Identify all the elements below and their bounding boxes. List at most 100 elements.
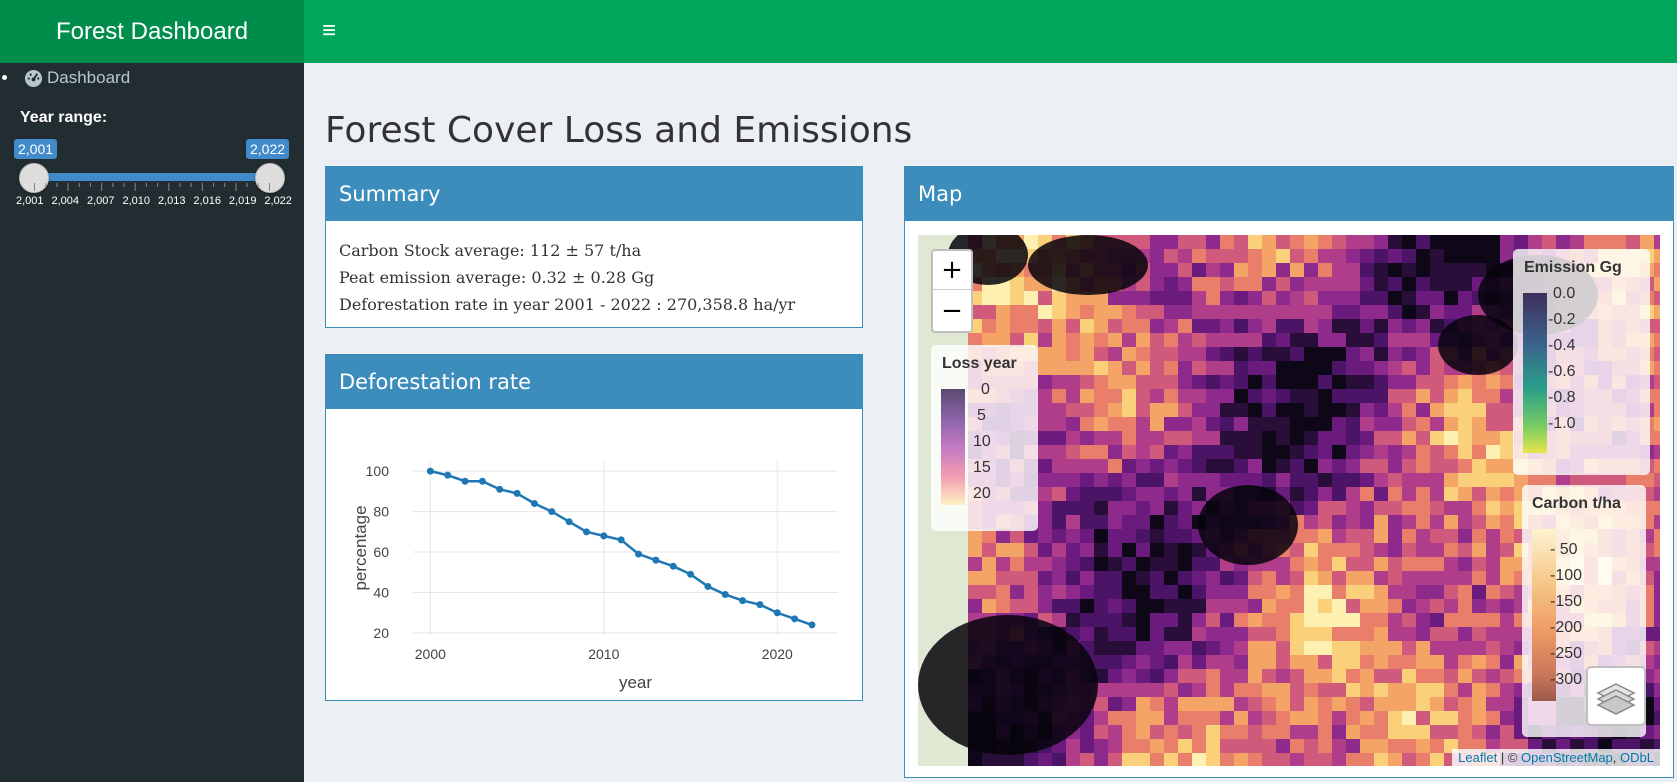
slider-tick-label: 2,004	[51, 195, 80, 207]
layers-control[interactable]	[1586, 666, 1646, 726]
carbon-tick: -200	[1550, 619, 1583, 636]
map-box: Map + − Loss year 0	[904, 166, 1674, 778]
data-point[interactable]	[565, 518, 573, 526]
summary-box: Summary Carbon Stock average: 112 ± 57 t…	[325, 166, 863, 328]
year-range-slider[interactable]: 2,001 2,022 2,001 2,004 2,007 2,010 2,013 2,0…	[14, 139, 292, 209]
slider-tick-label: 2,022	[264, 195, 292, 207]
carbon-tick: - 50	[1550, 541, 1578, 558]
carbon-colorbar	[1532, 529, 1556, 701]
y-tick-label: 60	[373, 544, 389, 560]
osm-link[interactable]: OpenStreetMap	[1521, 750, 1613, 765]
odbl-link[interactable]: ODbL	[1620, 750, 1654, 765]
loss-year-legend: Loss year 0 5 10 15 20	[931, 345, 1038, 531]
data-point[interactable]	[721, 591, 729, 599]
data-point[interactable]	[739, 597, 747, 605]
x-axis-label: year	[619, 673, 652, 692]
emission-legend: Emission Gg 0.0 -0.2 -0.4 -0.6 -0.8	[1513, 249, 1650, 475]
bullet-icon	[2, 75, 7, 80]
series-line	[430, 469, 813, 627]
data-point[interactable]	[773, 609, 781, 617]
data-point[interactable]	[582, 528, 590, 536]
data-point[interactable]	[600, 532, 608, 540]
peat-emission-text: Peat emission average: 0.32 ± 0.28 Gg	[339, 268, 655, 287]
dashboard-icon	[24, 69, 43, 88]
data-point[interactable]	[426, 467, 434, 475]
forest-patch	[1438, 315, 1518, 375]
carbon-tick: -150	[1550, 593, 1583, 610]
slider-tick-label: 2,013	[157, 195, 186, 207]
data-point[interactable]	[704, 582, 712, 590]
summary-box-title: Summary	[326, 167, 862, 221]
slider-tick-label: 2,007	[86, 195, 115, 207]
slider-ticks	[34, 183, 270, 191]
map-attribution: Leaflet | © OpenStreetMap, ODbL	[1452, 749, 1660, 766]
deforestation-box: Deforestation rate 20 40 60 80 100 2000 2010 20…	[325, 354, 863, 701]
leaflet-link[interactable]: Leaflet	[1458, 750, 1498, 765]
summary-body: Carbon Stock average: 112 ± 57 t/ha Peat…	[326, 221, 862, 334]
forest-patch	[918, 615, 1098, 755]
emission-tick: -1.0	[1548, 415, 1576, 432]
page-title: Forest Cover Loss and Emissions	[325, 110, 913, 151]
slider-tick-labels: 2,001 2,004 2,007 2,010 2,013 2,016 2,019 2,022	[16, 195, 292, 207]
y-axis-label: percentage	[351, 505, 370, 590]
emission-tick: -0.6	[1548, 363, 1576, 380]
y-tick-label: 20	[373, 625, 389, 641]
data-point[interactable]	[478, 477, 486, 485]
data-point[interactable]	[548, 508, 556, 516]
data-point[interactable]	[635, 550, 643, 558]
carbon-tick: -100	[1550, 567, 1583, 584]
zoom-control: + −	[931, 249, 973, 333]
carbon-stock-text: Carbon Stock average: 112 ± 57 t/ha	[339, 241, 642, 260]
top-navbar: ≡	[304, 0, 1677, 63]
slider-to-badge: 2,022	[246, 139, 290, 159]
data-point[interactable]	[756, 601, 764, 609]
y-tick-label: 100	[366, 463, 390, 479]
x-tick-label: 2020	[762, 646, 793, 662]
emission-colorbar	[1523, 293, 1547, 453]
emission-tick: -0.8	[1548, 389, 1576, 406]
data-point[interactable]	[513, 489, 521, 497]
data-point[interactable]	[461, 477, 469, 485]
emission-tick: -0.4	[1548, 337, 1576, 354]
carbon-tick: -250	[1550, 645, 1583, 662]
y-tick-label: 40	[373, 585, 389, 601]
sidebar-item-label: Dashboard	[47, 68, 131, 87]
data-point[interactable]	[791, 615, 799, 623]
data-point[interactable]	[669, 562, 677, 570]
data-point[interactable]	[687, 570, 695, 578]
data-point[interactable]	[530, 499, 538, 507]
slider-from-badge: 2,001	[14, 139, 58, 159]
emission-tick: -0.2	[1548, 311, 1576, 328]
sidebar-toggle-icon[interactable]: ≡	[322, 17, 337, 44]
slider-handle-to[interactable]	[255, 163, 285, 193]
data-point[interactable]	[652, 556, 660, 564]
slider-tick-label: 2,001	[16, 195, 44, 207]
year-range-label: Year range:	[20, 109, 108, 126]
data-point[interactable]	[496, 485, 504, 493]
x-tick-label: 2010	[588, 646, 619, 662]
slider-tick-label: 2,010	[122, 195, 150, 207]
carbon-tick: -300	[1550, 671, 1583, 688]
zoom-in-button[interactable]: +	[933, 251, 971, 290]
loss-year-tick: 20	[973, 485, 991, 502]
slider-tick-label: 2,016	[193, 195, 221, 207]
attribution-separator: | ©	[1497, 750, 1522, 765]
data-point[interactable]	[617, 536, 625, 544]
loss-year-tick: 10	[973, 433, 991, 450]
leaflet-map[interactable]: + − Loss year 0 5 10 15	[918, 235, 1660, 766]
loss-year-legend-title: Loss year	[942, 355, 1017, 372]
loss-year-colorbar	[941, 389, 965, 505]
deforestation-chart[interactable]: 20 40 60 80 100 2000 2010 2020 year percentage	[326, 409, 862, 700]
x-tick-label: 2000	[415, 646, 446, 662]
app-logo[interactable]: Forest Dashboard	[0, 0, 304, 63]
attribution-comma: ,	[1612, 750, 1621, 765]
data-point[interactable]	[808, 621, 816, 629]
layers-icon	[1596, 683, 1636, 715]
zoom-out-button[interactable]: −	[941, 295, 963, 326]
slider-tick-label: 2,019	[228, 195, 257, 207]
sidebar-item-dashboard[interactable]: Dashboard	[0, 65, 200, 89]
forest-patch	[1198, 485, 1298, 565]
loss-year-tick: 5	[977, 407, 986, 424]
slider-track[interactable]	[34, 173, 270, 181]
data-point[interactable]	[444, 471, 452, 479]
